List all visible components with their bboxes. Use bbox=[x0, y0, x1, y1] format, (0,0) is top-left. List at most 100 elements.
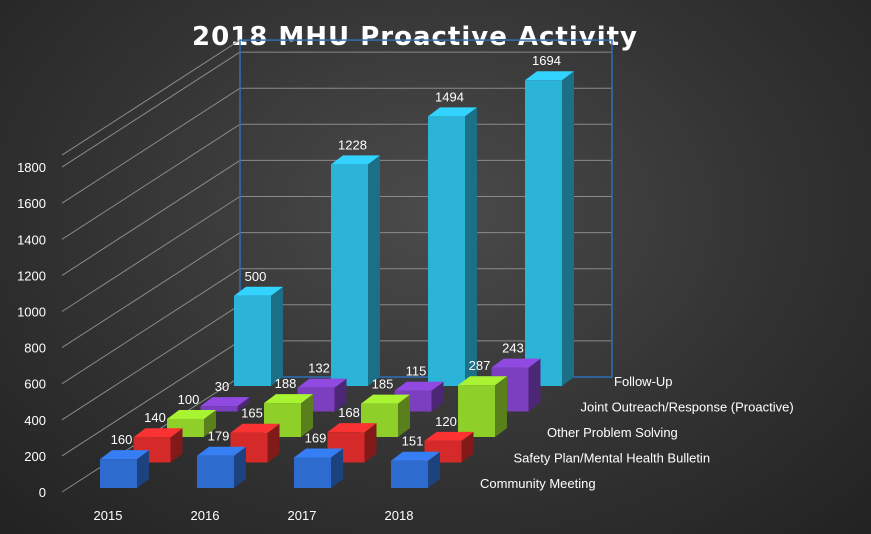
bar-top bbox=[331, 155, 380, 165]
bar-front bbox=[525, 80, 562, 386]
y-tick-label: 1000 bbox=[17, 305, 46, 320]
back-wall bbox=[239, 39, 613, 378]
bar-top bbox=[458, 376, 507, 386]
y-tick-label: 200 bbox=[24, 449, 46, 464]
bar-side bbox=[334, 378, 347, 412]
bar-top bbox=[234, 286, 283, 296]
data-label: 160 bbox=[111, 432, 133, 447]
bar-top bbox=[167, 409, 216, 419]
data-label: 500 bbox=[245, 269, 267, 284]
bar-top bbox=[525, 71, 574, 81]
y-tick-label: 800 bbox=[24, 341, 46, 356]
bar-1-2 bbox=[327, 423, 377, 463]
chart-title: 2018 MHU Proactive Activity bbox=[192, 22, 638, 52]
bar-top bbox=[491, 358, 541, 368]
side-gridline bbox=[61, 123, 241, 240]
bar-side bbox=[267, 423, 280, 463]
data-label: 1494 bbox=[435, 89, 464, 104]
bar-2-3 bbox=[458, 376, 507, 437]
series-label: Joint Outreach/Response (Proactive) bbox=[581, 400, 794, 415]
side-gridline bbox=[61, 232, 241, 349]
y-tick-label: 1200 bbox=[17, 268, 46, 283]
bar-side bbox=[271, 286, 283, 386]
data-label: 169 bbox=[305, 430, 327, 445]
bar-front bbox=[331, 164, 368, 386]
bar-2-0 bbox=[167, 409, 216, 437]
bar-top bbox=[361, 394, 410, 404]
bar-top bbox=[100, 450, 149, 460]
data-label: 115 bbox=[406, 364, 427, 379]
bar-front bbox=[200, 406, 238, 412]
side-gridline bbox=[61, 51, 241, 168]
series-label: Other Problem Solving bbox=[547, 425, 678, 440]
side-gridline bbox=[61, 87, 241, 204]
bar-side bbox=[431, 381, 444, 412]
bar-front bbox=[234, 295, 271, 386]
data-label: 188 bbox=[275, 376, 297, 391]
data-label: 287 bbox=[469, 358, 491, 373]
bar-1-3 bbox=[424, 431, 474, 463]
data-label: 30 bbox=[215, 379, 229, 394]
bar-4-3 bbox=[525, 71, 574, 386]
x-tick-label: 2018 bbox=[385, 508, 414, 523]
data-label: 165 bbox=[241, 406, 263, 421]
data-label: 132 bbox=[308, 361, 330, 376]
bar-top bbox=[230, 423, 280, 433]
side-gridline bbox=[61, 304, 241, 421]
data-label: 140 bbox=[144, 410, 166, 425]
bar-top bbox=[133, 428, 183, 438]
bar-top bbox=[197, 446, 246, 456]
data-label: 1228 bbox=[338, 137, 367, 152]
bar-side bbox=[398, 394, 410, 437]
series-label: Community Meeting bbox=[480, 476, 596, 491]
bar-0-1 bbox=[197, 446, 246, 488]
series-label: Safety Plan/Mental Health Bulletin bbox=[514, 451, 711, 466]
y-tick-label: 1400 bbox=[17, 232, 46, 247]
bar-1-0 bbox=[133, 428, 183, 463]
bar-front bbox=[197, 455, 234, 488]
bar-front bbox=[391, 460, 428, 488]
x-tick-label: 2015 bbox=[94, 508, 123, 523]
bar-front bbox=[458, 385, 495, 437]
bar-top bbox=[394, 381, 444, 391]
bar-top bbox=[200, 397, 250, 407]
side-gridline bbox=[61, 340, 241, 457]
y-tick-label: 400 bbox=[24, 413, 46, 428]
bar-side bbox=[428, 451, 440, 488]
bar-side bbox=[234, 446, 246, 488]
bar-side bbox=[562, 71, 574, 386]
series-label: Follow-Up bbox=[614, 374, 673, 389]
side-gridline bbox=[61, 196, 241, 312]
bar-0-0 bbox=[100, 450, 149, 488]
bar-side bbox=[364, 423, 377, 463]
bar-3-3 bbox=[491, 358, 541, 412]
bar-4-1 bbox=[331, 155, 380, 386]
data-label: 151 bbox=[402, 434, 424, 449]
bar-top bbox=[424, 431, 474, 441]
bar-top bbox=[264, 394, 313, 404]
bar-4-0 bbox=[234, 286, 283, 386]
data-label: 243 bbox=[502, 341, 524, 356]
bar-side bbox=[137, 450, 149, 488]
x-tick-label: 2016 bbox=[191, 508, 220, 523]
data-label: 100 bbox=[178, 392, 200, 407]
bar-front bbox=[428, 116, 465, 386]
bar-side bbox=[461, 431, 474, 463]
bar-side bbox=[237, 397, 250, 412]
side-wall-top bbox=[61, 39, 241, 156]
data-label: 120 bbox=[435, 414, 457, 429]
bar-top bbox=[297, 378, 347, 388]
bar-4-2 bbox=[428, 107, 477, 386]
bar-side bbox=[301, 394, 313, 437]
data-label: 1694 bbox=[532, 53, 561, 68]
bar-front bbox=[100, 459, 137, 488]
y-tick-label: 0 bbox=[39, 485, 46, 500]
bar-top bbox=[294, 448, 343, 458]
data-label: 179 bbox=[208, 429, 230, 444]
y-tick-label: 600 bbox=[24, 377, 46, 392]
side-gridline bbox=[61, 159, 241, 276]
y-tick-label: 1600 bbox=[17, 196, 46, 211]
bar-0-3 bbox=[391, 451, 440, 488]
